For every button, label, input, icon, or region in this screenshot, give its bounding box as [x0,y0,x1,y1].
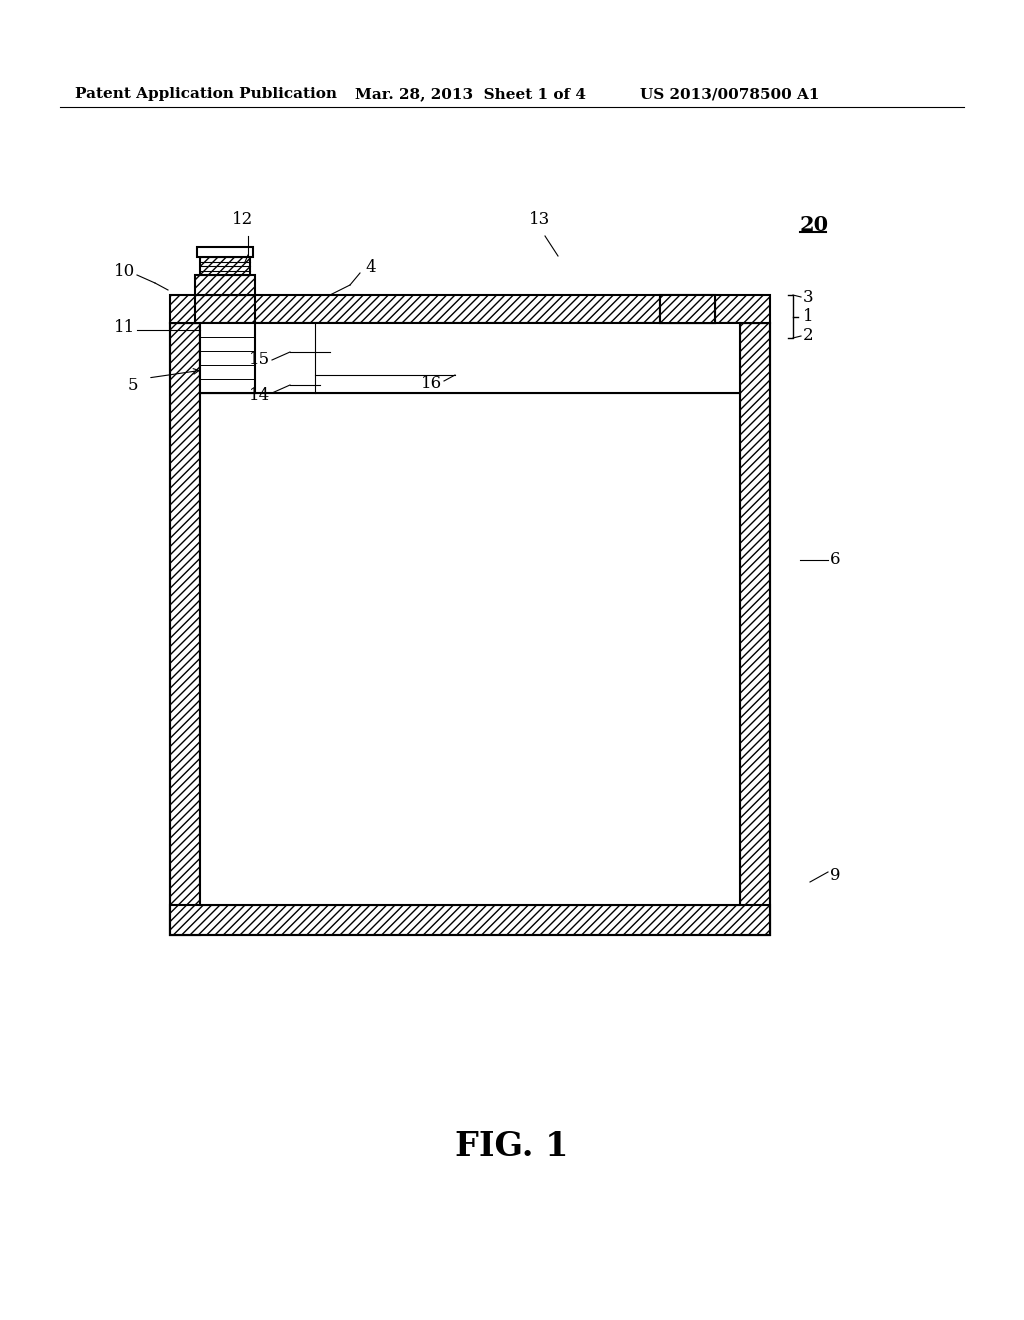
Text: Mar. 28, 2013  Sheet 1 of 4: Mar. 28, 2013 Sheet 1 of 4 [355,87,586,102]
Text: 2: 2 [803,327,814,345]
Bar [200,257,250,275]
Text: 1: 1 [803,308,814,325]
Bar [200,393,740,906]
Text: 5: 5 [128,376,138,393]
Bar [195,275,255,294]
Text: 20: 20 [800,215,829,235]
Text: Patent Application Publication: Patent Application Publication [75,87,337,102]
Bar [740,323,770,935]
Text: 3: 3 [803,289,814,305]
Bar [200,323,250,331]
Text: 14: 14 [249,387,270,404]
Bar [170,323,200,935]
Text: FIG. 1: FIG. 1 [456,1130,568,1163]
Bar [200,323,740,393]
Text: 13: 13 [529,211,551,228]
Text: 6: 6 [830,552,841,569]
Text: 4: 4 [365,260,376,276]
Bar [170,323,770,935]
Bar [170,906,770,935]
Text: 11: 11 [114,319,135,337]
Text: US 2013/0078500 A1: US 2013/0078500 A1 [640,87,819,102]
Bar [195,294,255,323]
Text: 9: 9 [830,866,841,883]
Bar [170,294,770,323]
Text: 10: 10 [114,264,135,281]
Text: 12: 12 [232,211,254,228]
Text: 16: 16 [421,375,442,392]
Text: 15: 15 [249,351,270,368]
Bar [660,294,715,323]
Bar [197,247,253,257]
Bar [660,298,715,323]
Bar [200,323,255,393]
